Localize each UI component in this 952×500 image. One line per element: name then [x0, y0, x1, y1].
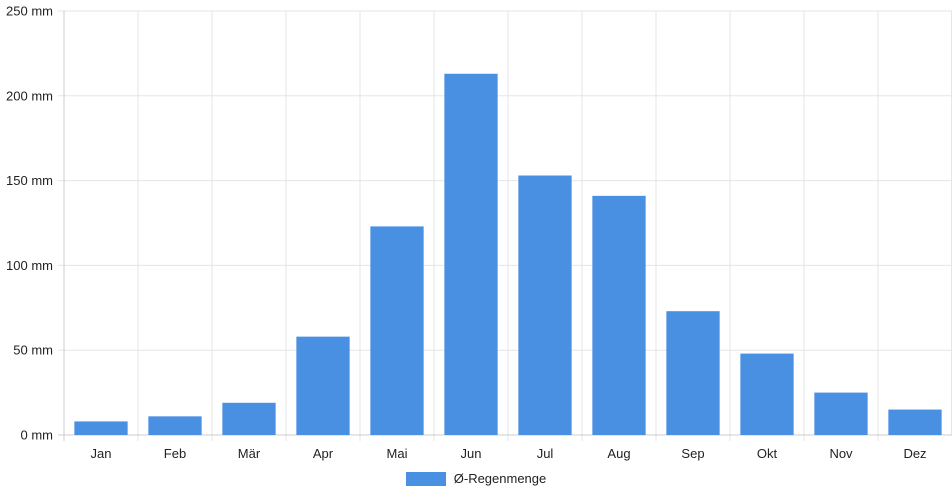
legend: Ø-Regenmenge [0, 471, 952, 486]
bar [740, 353, 794, 435]
bar [518, 175, 572, 435]
y-tick-label: 0 mm [21, 428, 54, 443]
y-tick-label: 250 mm [6, 4, 53, 19]
legend-swatch [405, 471, 446, 486]
x-tick-label: Nov [829, 446, 853, 461]
bar [74, 421, 128, 435]
legend-label: Ø-Regenmenge [453, 471, 547, 486]
bar [296, 336, 350, 435]
x-tick-label: Aug [607, 446, 630, 461]
x-tick-label: Okt [757, 446, 778, 461]
bar [370, 226, 424, 435]
x-tick-label: Jul [537, 446, 554, 461]
chart-plot-area: 0 mm 50 mm 100 mm 150 mm 200 mm 250 mm Jan Feb M… [6, 4, 952, 461]
x-tick-label: Apr [313, 446, 334, 461]
x-tick-label: Jan [91, 446, 112, 461]
x-tick-label: Mär [238, 446, 261, 461]
y-tick-label: 50 mm [13, 343, 53, 358]
bar [148, 416, 202, 435]
bar [592, 195, 646, 435]
y-tick-label: 100 mm [6, 258, 53, 273]
bar [814, 392, 868, 435]
y-tick-label: 200 mm [6, 88, 53, 103]
x-tick-label: Mai [387, 446, 408, 461]
bar [888, 409, 942, 435]
y-tick-label: 150 mm [6, 173, 53, 188]
bar [222, 402, 276, 435]
bar [444, 73, 498, 435]
x-tick-label: Sep [681, 446, 704, 461]
x-tick-label: Jun [461, 446, 482, 461]
bar [666, 311, 720, 435]
x-tick-label: Dez [903, 446, 926, 461]
x-tick-label: Feb [164, 446, 186, 461]
